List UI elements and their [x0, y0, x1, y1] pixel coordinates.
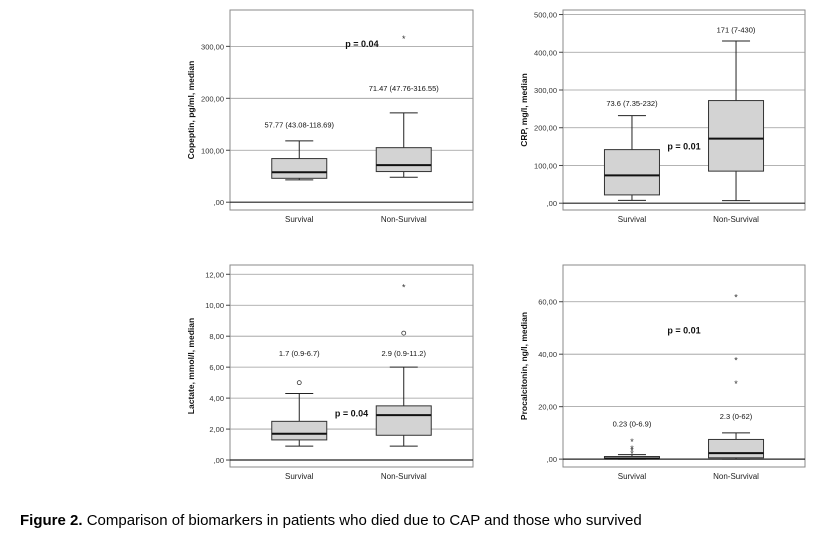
extreme-point: *: [630, 449, 634, 459]
x-tick-label: Survival: [285, 215, 314, 224]
box-non-survival: *: [375, 34, 432, 178]
chart-panel-2: ,00 100,00 200,00 300,00 400,00 500,00 CRP, mg…: [519, 9, 806, 224]
box-non-survival: * * *: [708, 292, 765, 460]
y-tick-label: 300,00: [201, 42, 224, 51]
x-tick-label: Non-Survival: [713, 215, 759, 224]
median-range-label: 1.7 (0.9-6.7): [279, 349, 320, 358]
median-range-label: 0.23 (0-6.9): [613, 420, 652, 429]
x-tick-label: Survival: [285, 472, 314, 481]
y-tick-label: 4,00: [209, 394, 224, 403]
iqr-box: [708, 100, 765, 172]
y-tick-label: 2,00: [209, 425, 224, 434]
box-survival: ****: [603, 437, 660, 460]
y-axis-label: Lactate, mmol/l, median: [186, 318, 196, 414]
y-tick-label: 12,00: [205, 270, 224, 279]
chart-panel-1: ,00 100,00 200,00 300,00 Copeptin, pg/ml, me…: [186, 9, 474, 224]
caption-label: Figure 2.: [20, 512, 83, 529]
caption-text: Comparison of biomarkers in patients who…: [86, 512, 642, 529]
y-tick-label: ,00: [547, 455, 557, 464]
box-survival: [603, 115, 660, 201]
median-range-label: 171 (7-430): [717, 26, 756, 35]
box-non-survival: [708, 40, 765, 202]
charts-figure: ,00 100,00 200,00 300,00 Copeptin, pg/ml, me…: [186, 9, 806, 481]
median-range-label: 73.6 (7.35-232): [606, 99, 658, 108]
plot-frame: [562, 9, 806, 211]
outlier-point: [296, 380, 302, 386]
median-range-label: 2.3 (0-62): [720, 412, 753, 421]
extreme-point: *: [630, 437, 634, 447]
iqr-box: [271, 158, 328, 179]
box-survival: [271, 380, 328, 447]
y-tick-label: 10,00: [205, 301, 224, 310]
box-survival: [271, 140, 328, 181]
extreme-point: *: [402, 34, 406, 44]
p-value-label: p = 0.04: [335, 409, 368, 419]
extreme-point: *: [630, 444, 634, 454]
y-tick-label: 400,00: [534, 48, 557, 57]
y-tick-label: 40,00: [538, 350, 557, 359]
box-non-survival: *: [375, 283, 432, 447]
iqr-box: [271, 420, 328, 441]
p-value-label: p = 0.04: [345, 39, 378, 49]
median-range-label: 71.47 (47.76-316.55): [369, 84, 440, 93]
x-tick-label: Non-Survival: [381, 472, 427, 481]
y-tick-label: 200,00: [201, 94, 224, 103]
extreme-point: *: [402, 283, 406, 293]
y-tick-label: 100,00: [201, 146, 224, 155]
y-tick-label: 100,00: [534, 161, 557, 170]
figure-caption: Figure 2. Comparison of biomarkers in pa…: [20, 512, 642, 529]
y-axis-label: Copeptin, pg/ml, median: [186, 61, 196, 160]
y-axis-label: CRP, mg/l, median: [519, 73, 529, 147]
y-tick-label: 6,00: [209, 363, 224, 372]
y-tick-label: 300,00: [534, 86, 557, 95]
x-tick-label: Survival: [618, 215, 647, 224]
y-tick-label: 200,00: [534, 124, 557, 133]
x-tick-label: Non-Survival: [713, 472, 759, 481]
extreme-point: *: [734, 355, 738, 365]
y-tick-label: ,00: [214, 456, 224, 465]
y-tick-label: 8,00: [209, 332, 224, 341]
y-tick-label: 60,00: [538, 298, 557, 307]
iqr-box: [603, 149, 660, 196]
p-value-label: p = 0.01: [667, 142, 700, 152]
x-tick-label: Survival: [618, 472, 647, 481]
iqr-box: [375, 405, 432, 436]
median-range-label: 57.77 (43.08-118.69): [265, 120, 335, 129]
iqr-box: [375, 147, 432, 173]
y-tick-label: ,00: [214, 198, 224, 207]
extreme-point: *: [734, 292, 738, 302]
y-tick-label: ,00: [547, 199, 557, 208]
p-value-label: p = 0.01: [667, 326, 700, 336]
extreme-point: *: [630, 446, 634, 456]
y-tick-label: 500,00: [534, 11, 557, 20]
plot-frame: [229, 9, 474, 211]
iqr-box: [708, 438, 765, 459]
plot-frame: [562, 264, 806, 468]
x-tick-label: Non-Survival: [381, 215, 427, 224]
y-axis-label: Procalcitonin, ng/l, median: [519, 312, 529, 420]
outlier-point: [401, 330, 407, 336]
chart-panel-4: ,00 20,00 40,00 60,00 Procalcitonin, ng/l, m…: [519, 264, 806, 481]
extreme-point: *: [734, 379, 738, 389]
chart-panel-3: ,00 2,00 4,00 6,00 8,00 10,00 12,00 Lactate, mm…: [186, 264, 474, 481]
y-tick-label: 20,00: [538, 403, 557, 412]
median-range-label: 2.9 (0.9-11.2): [382, 349, 427, 358]
plot-frame: [229, 264, 474, 468]
